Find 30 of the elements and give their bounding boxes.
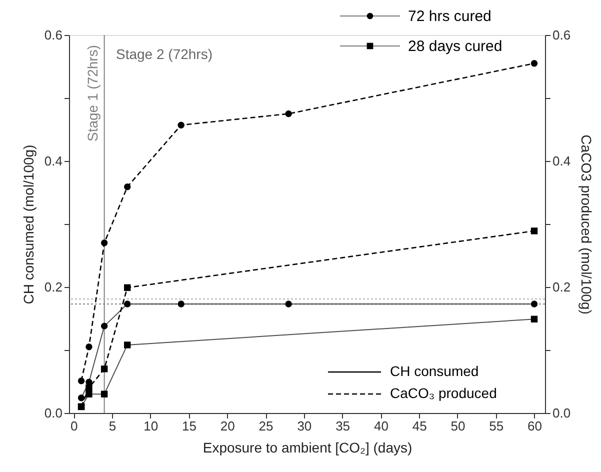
x-tick-label: 55 [489, 418, 504, 434]
x-tick-label: 60 [528, 418, 542, 434]
y2-tick-label: 0.2 [552, 280, 571, 294]
y-tick-label: 0.0 [44, 406, 62, 420]
x-tick-label: 0 [70, 418, 78, 434]
x-axis-title: Exposure to ambient [CO₂] (days) [202, 440, 412, 456]
x-tick-label: 10 [144, 418, 158, 434]
x-tick-label: 50 [450, 418, 466, 434]
x-tick-label: 35 [336, 418, 350, 434]
annotation: CH consumed [390, 363, 479, 379]
x-tick-label: 25 [258, 418, 274, 434]
ref-line-label: Stage 1 (72hrs) [84, 45, 100, 142]
annotation: Stage 2 (72hrs) [116, 46, 212, 62]
legend-label: 28 days cured [408, 38, 502, 55]
y-tick-label: 0.2 [44, 280, 62, 294]
y2-tick-label: 0.6 [552, 28, 571, 42]
y2-axis-title: CaCO3 produced (mol/100g) [578, 134, 595, 314]
x-tick-label: 5 [108, 418, 116, 434]
y2-tick-label: 0.4 [552, 154, 571, 168]
y-tick-label: 0.6 [44, 28, 62, 42]
x-tick-label: 15 [182, 418, 196, 434]
x-tick-label: 20 [220, 418, 235, 434]
annotation: CaCO₃ produced [390, 385, 497, 401]
y-tick-label: 0.4 [44, 154, 62, 168]
x-tick-label: 40 [374, 418, 388, 434]
x-tick-label: 30 [297, 418, 312, 434]
x-tick-label: 45 [412, 418, 427, 434]
y2-tick-label: 0.0 [552, 406, 571, 420]
y-axis-title: CH consumed (mol/100g) [20, 144, 36, 304]
legend-label: 72 hrs cured [408, 8, 492, 25]
